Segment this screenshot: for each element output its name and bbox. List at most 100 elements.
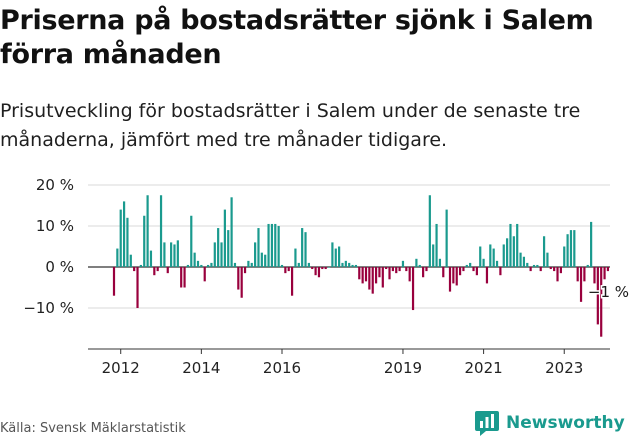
- bar: [206, 264, 210, 267]
- bar: [519, 252, 522, 267]
- bar: [166, 267, 169, 274]
- y-tick-label: 20 %: [36, 176, 74, 194]
- bar: [378, 267, 381, 278]
- bar: [576, 267, 579, 282]
- bar: [351, 264, 354, 267]
- bar: [512, 236, 515, 267]
- bar: [176, 240, 179, 267]
- bar: [257, 228, 260, 267]
- y-tick-label: 10 %: [36, 217, 74, 235]
- bar: [233, 262, 237, 267]
- bar: [458, 267, 462, 276]
- chart-subtitle: Prisutveckling för bostadsrätter i Salem…: [0, 100, 581, 151]
- bar: [321, 267, 324, 270]
- bar: [163, 242, 166, 267]
- last-value-annotation: −1 %: [588, 283, 629, 301]
- bar: [247, 260, 250, 267]
- bar: [495, 260, 499, 267]
- bar: [522, 256, 526, 267]
- source-note: Källa: Svensk Mäklarstatistik: [0, 421, 186, 436]
- bar: [418, 264, 421, 267]
- bar: [472, 267, 475, 272]
- bar: [213, 242, 216, 267]
- bar: [136, 267, 139, 308]
- bar: [280, 264, 284, 267]
- bar: [170, 242, 173, 267]
- bar: [284, 267, 287, 274]
- bar: [388, 267, 391, 280]
- bar: [348, 262, 351, 267]
- bar: [569, 230, 573, 267]
- bar: [506, 238, 509, 267]
- bar: [385, 267, 388, 270]
- x-tick-label: 2016: [263, 359, 301, 377]
- bar: [502, 244, 505, 267]
- bar: [516, 223, 519, 267]
- bar: [156, 267, 159, 272]
- bar: [223, 209, 226, 267]
- newsworthy-chart-bubble-icon: [475, 411, 499, 436]
- bar: [559, 267, 562, 274]
- bar: [479, 246, 482, 267]
- bar: [186, 264, 190, 267]
- brand-name: Newsworthy: [506, 413, 625, 433]
- bar: [173, 244, 176, 267]
- bar: [435, 223, 438, 267]
- tick-labels: 20 % 10 % 0 % −10 % 2012 2014 2016 2019 2021 2023…: [23, 176, 630, 377]
- bar: [143, 215, 146, 267]
- bar-chart: 20 % 10 % 0 % −10 % 2012 2014 2016 2019 2021 2023…: [23, 176, 630, 377]
- bar: [317, 267, 321, 278]
- bar: [432, 244, 435, 267]
- bar: [149, 250, 153, 267]
- bar: [180, 267, 183, 288]
- bar: [526, 262, 529, 267]
- bar: [307, 262, 310, 267]
- bar: [590, 221, 593, 267]
- bar: [267, 223, 270, 267]
- bar: [482, 258, 485, 267]
- bar: [297, 262, 300, 267]
- bar: [324, 267, 327, 270]
- bar: [428, 195, 431, 267]
- bar: [371, 267, 374, 294]
- bar: [452, 267, 455, 284]
- bar: [485, 267, 489, 284]
- bar: [270, 223, 274, 267]
- bar: [190, 215, 193, 267]
- bar: [411, 267, 415, 311]
- bar: [499, 267, 502, 276]
- bar: [546, 252, 549, 267]
- bar: [603, 267, 606, 280]
- bar: [159, 195, 163, 267]
- bar: [391, 267, 394, 272]
- bar: [314, 267, 317, 276]
- bar: [203, 267, 206, 282]
- bar: [254, 242, 257, 267]
- bar: [438, 258, 442, 267]
- bar: [401, 260, 405, 267]
- bar: [146, 195, 149, 267]
- bar: [220, 242, 223, 267]
- bar: [563, 246, 566, 267]
- bar: [566, 234, 569, 267]
- x-tick-label: 2014: [182, 359, 220, 377]
- bar: [304, 232, 307, 267]
- bar: [240, 267, 243, 298]
- bar: [344, 260, 347, 267]
- bar: [532, 264, 536, 267]
- bar: [462, 267, 465, 272]
- bar: [287, 267, 290, 272]
- bar: [529, 267, 532, 272]
- gridlines: [88, 184, 610, 309]
- bar: [442, 267, 445, 278]
- bar: [361, 267, 364, 284]
- bar: [331, 242, 334, 267]
- bar: [327, 267, 331, 268]
- bar: [422, 267, 425, 278]
- bar: [405, 267, 408, 272]
- bar: [119, 209, 122, 267]
- bar: [368, 267, 371, 290]
- bar: [311, 267, 314, 270]
- bar: [277, 226, 280, 267]
- bar: [539, 267, 542, 272]
